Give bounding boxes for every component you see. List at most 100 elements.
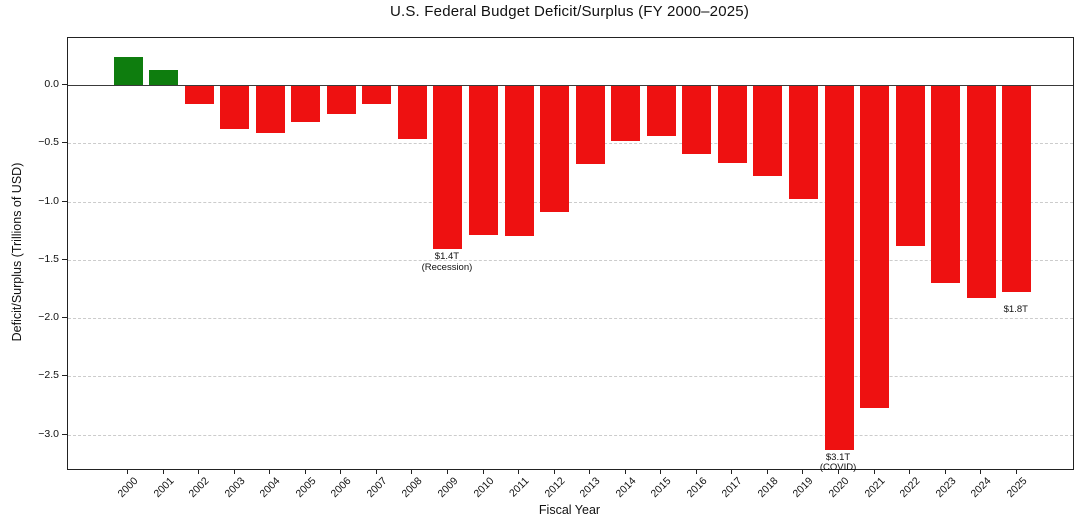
bar-2004 (255, 85, 285, 133)
x-tick-label-2013: 2013 (577, 475, 603, 501)
x-tick-label-2022: 2022 (897, 475, 923, 501)
x-tick-mark (162, 469, 164, 474)
x-tick-mark (446, 469, 448, 474)
zero-line (68, 85, 1073, 86)
y-tick-label: −2.0 (38, 311, 59, 323)
bar-2018 (753, 85, 783, 176)
x-tick-mark (766, 469, 768, 474)
gridline (68, 318, 1073, 319)
bar-2020 (824, 85, 854, 450)
bar-2015 (646, 85, 676, 137)
y-tick-label: 0.0 (44, 78, 59, 90)
y-tick-mark (62, 317, 67, 318)
x-tick-label-2000: 2000 (115, 475, 141, 501)
annotation-2009: $1.4T (Recession) (422, 252, 473, 273)
x-tick-label-2021: 2021 (862, 475, 888, 501)
y-tick-mark (62, 433, 67, 435)
gridline (68, 434, 1073, 436)
x-tick-label-2010: 2010 (470, 475, 497, 501)
x-tick-mark (624, 469, 626, 474)
bar-2016 (682, 85, 712, 154)
bar-2014 (611, 85, 641, 141)
x-tick-label-2020: 2020 (826, 475, 852, 501)
annotation-2025: $1.8T (1004, 305, 1028, 316)
x-tick-mark (944, 469, 946, 474)
x-tick-label-2006: 2006 (328, 475, 354, 501)
x-tick-mark (660, 469, 662, 474)
x-tick-mark (873, 469, 875, 474)
x-tick-mark (1015, 469, 1017, 474)
annotation-line: $1.4T (434, 251, 460, 263)
bar-2009 (433, 85, 463, 250)
bar-2021 (860, 85, 890, 408)
gridline (68, 201, 1073, 203)
x-tick-mark (269, 469, 271, 474)
x-tick-label-2003: 2003 (222, 475, 248, 501)
y-tick-label: −1.0 (38, 194, 59, 207)
bar-2017 (717, 85, 747, 164)
x-axis-label: Fiscal Year (538, 503, 601, 517)
x-tick-label-2011: 2011 (507, 475, 532, 500)
y-tick-mark (62, 142, 67, 144)
x-tick-label-2004: 2004 (257, 475, 283, 501)
x-tick-mark (838, 469, 840, 474)
bar-2005 (291, 85, 321, 123)
x-tick-label-2001: 2001 (151, 475, 177, 501)
plot-area (67, 37, 1074, 470)
x-tick-mark (802, 469, 804, 474)
x-tick-label-2025: 2025 (1004, 475, 1030, 501)
bar-2024 (966, 85, 996, 299)
x-tick-label-2023: 2023 (933, 475, 959, 501)
x-tick-mark (198, 469, 200, 474)
x-tick-label-2017: 2017 (719, 475, 745, 501)
x-tick-mark (980, 469, 982, 474)
bar-2002 (184, 85, 214, 104)
x-tick-mark (375, 469, 377, 474)
x-tick-label-2012: 2012 (542, 475, 568, 501)
gridline (68, 143, 1073, 145)
x-tick-mark (909, 469, 911, 474)
x-tick-mark (127, 469, 128, 474)
x-tick-label-2024: 2024 (968, 475, 994, 501)
bar-2022 (895, 85, 925, 246)
bar-2012 (540, 85, 570, 212)
x-tick-mark (731, 469, 733, 474)
x-tick-label-2008: 2008 (399, 475, 425, 501)
y-tick-mark (62, 84, 67, 85)
x-tick-mark (518, 469, 520, 474)
y-tick-label: −2.5 (38, 369, 59, 382)
y-tick-label: −0.5 (38, 136, 59, 149)
x-tick-label-2007: 2007 (364, 475, 390, 501)
bar-2019 (788, 85, 818, 200)
y-tick-mark (62, 200, 67, 202)
bar-2007 (362, 85, 392, 104)
x-tick-mark (482, 469, 484, 474)
x-tick-mark (553, 469, 555, 474)
annotation-line: (Recession) (421, 261, 473, 273)
x-tick-mark (304, 469, 306, 474)
x-tick-mark (695, 469, 697, 474)
y-tick-label: −1.5 (38, 252, 59, 265)
x-tick-mark (589, 469, 591, 474)
bar-2013 (575, 85, 605, 165)
y-tick-mark (62, 375, 67, 377)
y-tick-mark (62, 258, 67, 260)
x-tick-label-2014: 2014 (613, 475, 639, 501)
x-tick-label-2019: 2019 (790, 475, 816, 501)
x-tick-label-2002: 2002 (186, 475, 212, 501)
bar-2025 (1002, 85, 1032, 293)
bar-2006 (326, 85, 356, 115)
bar-2000 (113, 57, 143, 85)
bar-2008 (397, 85, 427, 139)
x-tick-mark (340, 469, 342, 474)
annotation-line: (COVID) (819, 462, 857, 474)
x-tick-label-2005: 2005 (293, 475, 319, 501)
x-tick-mark (411, 469, 413, 474)
bar-2001 (149, 69, 179, 85)
annotation-2020: $3.1T (COVID) (819, 452, 857, 474)
bar-2023 (931, 85, 961, 284)
y-tick-label: −3.0 (38, 427, 59, 440)
x-tick-label-2016: 2016 (684, 475, 710, 501)
x-tick-label-2015: 2015 (648, 475, 674, 501)
